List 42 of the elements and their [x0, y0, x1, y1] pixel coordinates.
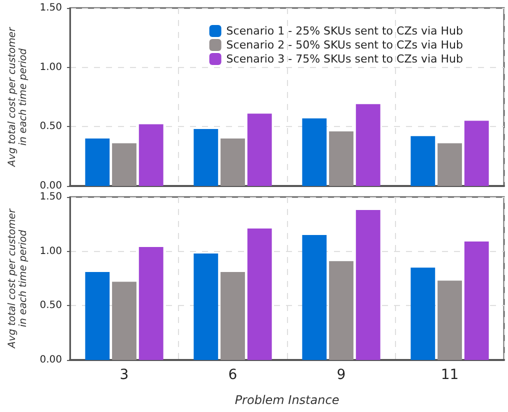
bar [356, 104, 380, 186]
bar [464, 120, 489, 186]
y-axis-title: Avg total cost per customer in each time period [6, 26, 29, 168]
legend-label: Scenario 2 - 50% SKUs sent to CZs via Hub [226, 38, 464, 52]
bar [85, 138, 110, 186]
bar [85, 272, 110, 360]
y-tick-label: 1.00 [40, 246, 62, 257]
bar [220, 138, 245, 186]
bar [220, 272, 245, 360]
bar [138, 246, 164, 360]
bar [112, 143, 136, 186]
bar [329, 261, 354, 360]
bar [438, 143, 462, 186]
y-tick-label: 0.50 [40, 121, 62, 132]
bar [438, 280, 462, 360]
bar [302, 118, 327, 186]
bar [247, 114, 272, 186]
y-tick-label: 1.50 [40, 192, 62, 202]
x-tick-label: 11 [440, 367, 459, 383]
bar [329, 131, 354, 186]
bar [356, 210, 380, 360]
bar [410, 136, 436, 186]
bar [247, 228, 272, 360]
bar [194, 254, 218, 360]
y-tick-label: 0.50 [40, 300, 62, 312]
bar [138, 124, 164, 186]
bar [194, 129, 218, 186]
bar [112, 282, 136, 360]
x-tick-label: 9 [336, 367, 346, 383]
x-tick-label: 3 [120, 367, 129, 383]
y-tick-label: 0.00 [40, 354, 62, 366]
x-axis-title: Problem Instance [234, 393, 340, 407]
y-axis-title: Avg total cost per customer in each time period [6, 208, 29, 350]
legend-label: Scenario 1 - 25% SKUs sent to CZs via Hub [226, 24, 464, 38]
x-tick-label: 6 [228, 367, 238, 383]
bar [464, 242, 489, 360]
y-tick-label: 1.00 [40, 62, 62, 73]
bar [410, 268, 436, 360]
y-tick-label: 1.50 [40, 2, 62, 14]
y-tick-label: 0.00 [40, 180, 62, 192]
bar [302, 235, 327, 360]
legend-label: Scenario 3 - 75% SKUs sent to CZs via Hub [226, 52, 464, 66]
